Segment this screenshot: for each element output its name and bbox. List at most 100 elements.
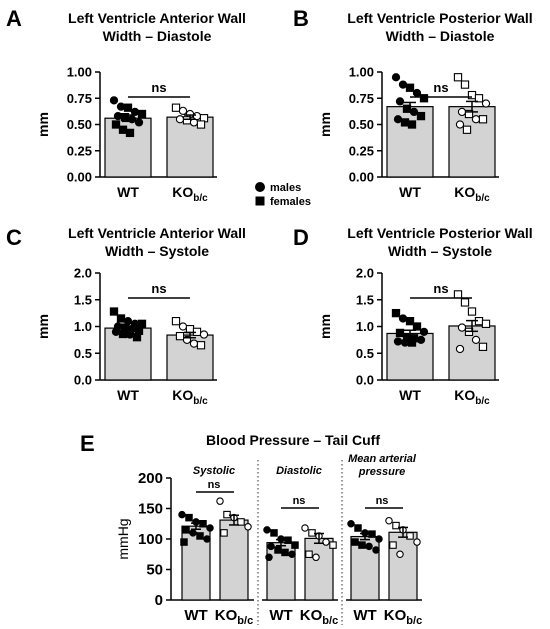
male-point xyxy=(178,106,188,115)
y-tick-label: 50 xyxy=(146,562,163,579)
group-label-subscript: b/c xyxy=(475,193,490,204)
section-title: Diastolic xyxy=(276,465,322,477)
male-point xyxy=(395,97,405,106)
male-point xyxy=(203,535,211,543)
y-tick-label: 0.0 xyxy=(74,373,92,388)
group-label-main: KO xyxy=(454,387,475,403)
female-point xyxy=(389,541,397,549)
legend: males females xyxy=(255,182,311,208)
panel-B: B Left Ventricle Posterior Wall Width – Di… xyxy=(293,6,533,204)
male-point xyxy=(413,538,421,546)
group-label-subscript: b/c xyxy=(406,615,422,627)
group-label-main: KO xyxy=(172,184,193,200)
male-point xyxy=(375,535,383,543)
male-point xyxy=(189,339,199,348)
male-point xyxy=(312,553,320,562)
male-point xyxy=(385,516,393,525)
group-label: WT xyxy=(399,387,421,403)
male-point xyxy=(419,327,429,336)
section-title: Mean arterial xyxy=(348,453,417,465)
male-point xyxy=(111,327,121,336)
male-point xyxy=(365,542,373,551)
female-point xyxy=(405,83,415,92)
y-tick-label: 0.50 xyxy=(349,117,374,132)
y-tick-label: 0.00 xyxy=(349,170,374,185)
male-point xyxy=(471,335,481,345)
male-point xyxy=(393,337,403,346)
male-point xyxy=(457,107,467,117)
significance-label: ns xyxy=(433,281,448,296)
y-tick-label: 1.00 xyxy=(349,65,374,80)
female-point xyxy=(270,529,278,537)
male-point xyxy=(301,524,309,532)
female-point xyxy=(400,118,410,127)
y-tick-label: 1.0 xyxy=(356,319,374,334)
y-tick-label: 0.00 xyxy=(67,170,92,185)
panel-title: Left Ventricle Posterior Wall xyxy=(347,10,532,26)
female-point xyxy=(467,307,477,316)
significance-label: ns xyxy=(433,80,448,95)
female-point xyxy=(274,546,282,554)
panel-letter: E xyxy=(80,431,95,456)
male-point xyxy=(216,497,224,505)
panel-title: Width – Diastole xyxy=(103,28,212,44)
female-point xyxy=(109,307,119,316)
group-label-main: WT xyxy=(184,607,207,624)
female-point xyxy=(474,94,484,103)
female-point xyxy=(281,548,289,557)
male-point xyxy=(288,550,296,558)
female-point xyxy=(175,331,185,341)
male-point xyxy=(455,344,465,354)
female-point xyxy=(125,128,135,138)
group-label-subscript: b/c xyxy=(322,615,338,627)
female-point xyxy=(351,538,359,546)
bar xyxy=(166,116,214,178)
male-point xyxy=(178,322,188,331)
group-label-main: KO xyxy=(384,607,407,624)
female-point xyxy=(185,513,193,522)
male-point xyxy=(391,73,401,82)
section-1: Systolic WT KOb/c ns xyxy=(178,465,253,627)
section-2: Diastolic WT KOb/c ns xyxy=(263,465,338,627)
female-point xyxy=(391,308,401,318)
female-point xyxy=(111,120,121,129)
panel-letter: D xyxy=(293,225,309,250)
female-point xyxy=(196,341,206,350)
female-point xyxy=(132,333,142,342)
female-point xyxy=(118,329,128,339)
y-tick-label: 0.50 xyxy=(67,117,92,132)
female-point xyxy=(478,342,488,351)
legend-male-label: males xyxy=(270,182,301,194)
female-point xyxy=(462,125,472,134)
male-point xyxy=(113,111,123,121)
significance-label: ns xyxy=(376,495,389,507)
y-tick-label: 0.5 xyxy=(356,346,374,361)
panel-letter: C xyxy=(6,225,22,250)
male-point xyxy=(393,115,403,124)
female-point xyxy=(358,541,366,549)
male-point xyxy=(175,115,185,124)
panel-letter: B xyxy=(293,6,309,31)
legend-female-label: females xyxy=(270,196,311,208)
y-tick-label: 1.0 xyxy=(74,319,92,334)
group-label-main: WT xyxy=(117,387,139,403)
female-point xyxy=(407,338,417,347)
y-tick-label: 1.5 xyxy=(74,292,92,307)
male-point xyxy=(206,524,214,532)
panel-title: Width – Systole xyxy=(105,243,209,259)
panel-letter: A xyxy=(6,6,22,31)
panel-title: Width – Systole xyxy=(388,243,492,259)
female-point xyxy=(305,550,313,558)
female-point xyxy=(464,109,474,119)
male-point xyxy=(189,529,197,537)
group-label-subscript: b/c xyxy=(193,193,208,204)
female-point xyxy=(392,521,400,530)
male-point xyxy=(109,96,119,105)
female-point xyxy=(453,73,463,82)
y-tick-label: 2.0 xyxy=(356,266,374,281)
female-point xyxy=(118,125,128,134)
group-label-main: WT xyxy=(269,607,292,624)
group-label-main: KO xyxy=(215,607,238,624)
female-point xyxy=(137,319,147,328)
y-axis-label: mm xyxy=(317,314,333,339)
